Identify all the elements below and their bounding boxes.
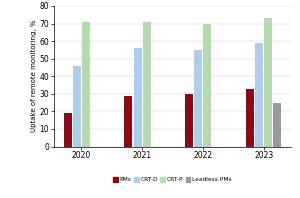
Bar — [255, 43, 263, 147]
Bar — [143, 22, 151, 147]
Bar — [73, 66, 81, 147]
Bar — [64, 113, 72, 147]
Bar — [194, 50, 202, 147]
Bar — [124, 96, 132, 147]
Bar — [134, 48, 142, 147]
Bar — [246, 89, 254, 147]
Bar — [203, 24, 211, 147]
Legend: PMs, CRT-D, CRT-P, Leadless PMs: PMs, CRT-D, CRT-P, Leadless PMs — [111, 175, 234, 185]
Bar — [82, 22, 90, 147]
Bar — [273, 103, 281, 147]
Bar — [264, 18, 272, 147]
Bar — [185, 94, 193, 147]
Y-axis label: Uptake of remote monitoring, %: Uptake of remote monitoring, % — [31, 20, 37, 132]
